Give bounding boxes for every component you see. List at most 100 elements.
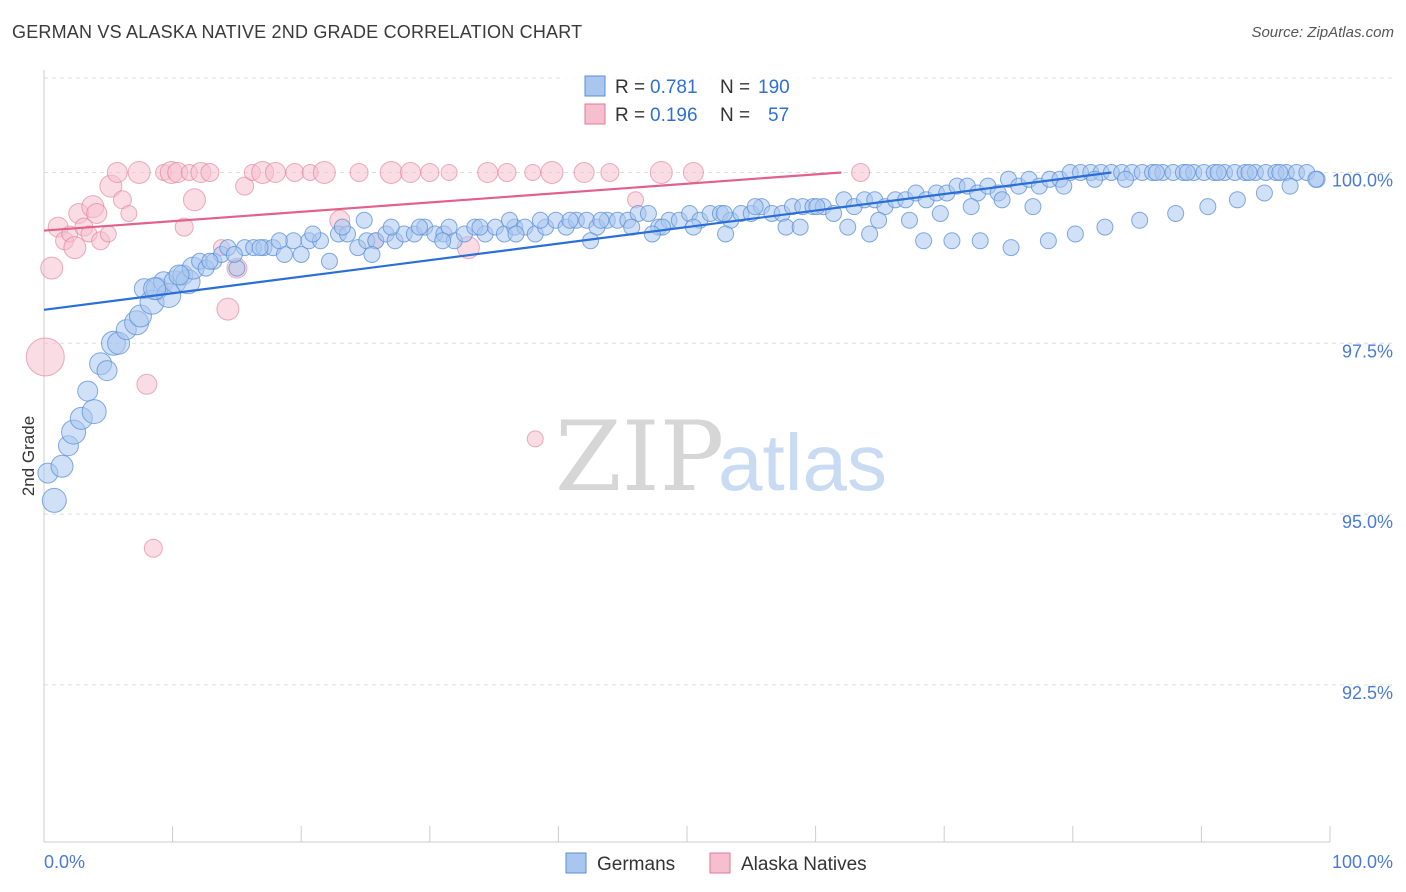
germans-point: [1024, 198, 1042, 216]
germans-point: [1209, 163, 1227, 181]
alaska-points: [25, 160, 871, 558]
alaska-point: [600, 162, 620, 182]
germans-point: [440, 218, 458, 236]
germans-point: [746, 198, 764, 216]
alaska-point: [264, 161, 286, 183]
germans-point: [715, 204, 733, 222]
y-tick-label: 97.5%: [1342, 341, 1393, 361]
germans-point: [993, 191, 1011, 209]
alaska-n-value: 57: [768, 105, 789, 126]
germans-point: [1199, 198, 1217, 216]
germans-point: [96, 360, 118, 382]
alaska-point: [86, 202, 108, 224]
germans-trend-line: [43, 171, 1112, 311]
alaska-point: [497, 162, 517, 182]
germans-point: [791, 218, 809, 236]
germans-point: [292, 245, 310, 263]
germans-point: [320, 252, 338, 270]
y-axis-label: 2nd Grade: [19, 416, 38, 496]
alaska-point: [420, 162, 440, 182]
alaska-point: [40, 256, 64, 280]
germans-point: [1055, 177, 1073, 195]
germans-point: [915, 232, 933, 250]
alaska-point: [440, 163, 458, 181]
germans-n-value: 190: [758, 77, 790, 98]
series-legend: Germans Alaska Natives: [565, 852, 867, 875]
alaska-point: [174, 217, 194, 237]
alaska-point: [379, 160, 403, 184]
germans-point: [434, 232, 452, 250]
germans-point: [41, 487, 67, 513]
germans-point: [1096, 218, 1114, 236]
germans-point: [1307, 170, 1325, 188]
germans-point: [931, 204, 949, 222]
germans-point: [861, 225, 879, 243]
alaska-legend-swatch: [584, 103, 606, 125]
germans-point: [1117, 170, 1135, 188]
alaska-point: [400, 161, 422, 183]
germans-point: [1178, 163, 1196, 181]
correlation-legend: R = 0.781 N = 190 R = 0.196 N = 57: [560, 68, 810, 128]
chart-title: GERMAN VS ALASKA NATIVE 2ND GRADE CORREL…: [12, 22, 583, 42]
alaska-point: [851, 162, 871, 182]
germans-point: [592, 211, 610, 229]
germans-point: [333, 218, 351, 236]
germans-point: [777, 218, 795, 236]
germans-point: [363, 245, 381, 263]
source-label: Source: ZipAtlas.com: [1251, 24, 1394, 41]
germans-point: [81, 399, 107, 425]
germans-point: [870, 211, 888, 229]
germans-point: [808, 198, 826, 216]
germans-point: [531, 211, 549, 229]
germans-point: [1255, 184, 1273, 202]
germans-point: [225, 245, 243, 263]
x-ticks: [43, 826, 1331, 842]
germans-point: [355, 211, 373, 229]
alaska-point: [143, 538, 163, 558]
germans-point: [501, 211, 519, 229]
germans-point: [270, 232, 288, 250]
germans-point: [943, 232, 961, 250]
germans-point: [1131, 211, 1149, 229]
alaska-point: [526, 430, 544, 448]
alaska-point: [106, 161, 128, 183]
germans-point: [717, 225, 735, 243]
y-tick-labels: 92.5% 95.0% 97.5% 100.0%: [1332, 170, 1393, 702]
germans-point: [1066, 225, 1084, 243]
alaska-point: [349, 162, 369, 182]
alaska-trend-line: [43, 171, 842, 232]
alaska-point: [524, 163, 542, 181]
alaska-point: [477, 161, 499, 183]
alaska-point: [25, 337, 65, 377]
germans-point: [304, 225, 322, 243]
germans-point: [1271, 163, 1289, 181]
germans-point: [643, 225, 661, 243]
alaska-legend-label: Alaska Natives: [741, 854, 867, 875]
alaska-point: [285, 162, 305, 182]
alaska-point: [136, 373, 158, 395]
alaska-point: [216, 297, 240, 321]
alaska-point: [649, 160, 673, 184]
germans-r-label: R =: [615, 77, 645, 98]
germans-point: [561, 211, 579, 229]
y-tick-label: 100.0%: [1332, 170, 1393, 190]
alaska-point: [235, 176, 255, 196]
alaska-r-value: 0.196: [650, 105, 698, 126]
alaska-point: [99, 225, 117, 243]
germans-point: [962, 198, 980, 216]
alaska-point: [127, 160, 151, 184]
alaska-n-label: N =: [720, 105, 750, 126]
alaska-point: [200, 162, 220, 182]
germans-n-label: N =: [720, 77, 750, 98]
germans-points: [37, 163, 1326, 513]
alaska-point: [312, 160, 336, 184]
y-tick-label: 95.0%: [1342, 512, 1393, 532]
watermark-zip: ZIP: [555, 401, 724, 513]
germans-legend-label: Germans: [597, 854, 675, 875]
alaska-point: [182, 188, 206, 212]
alaska-point: [540, 160, 564, 184]
germans-point: [201, 252, 219, 270]
germans-point: [1228, 191, 1246, 209]
germans-point: [900, 211, 918, 229]
